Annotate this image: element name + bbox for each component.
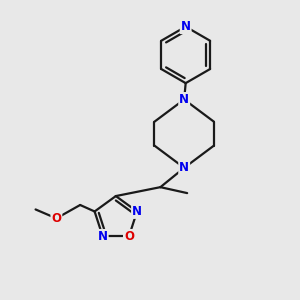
Text: N: N <box>132 205 142 218</box>
Text: O: O <box>51 212 62 225</box>
Text: N: N <box>179 93 189 106</box>
Text: N: N <box>181 20 191 33</box>
Text: N: N <box>179 161 189 174</box>
Text: N: N <box>98 230 108 243</box>
Text: O: O <box>124 230 134 243</box>
